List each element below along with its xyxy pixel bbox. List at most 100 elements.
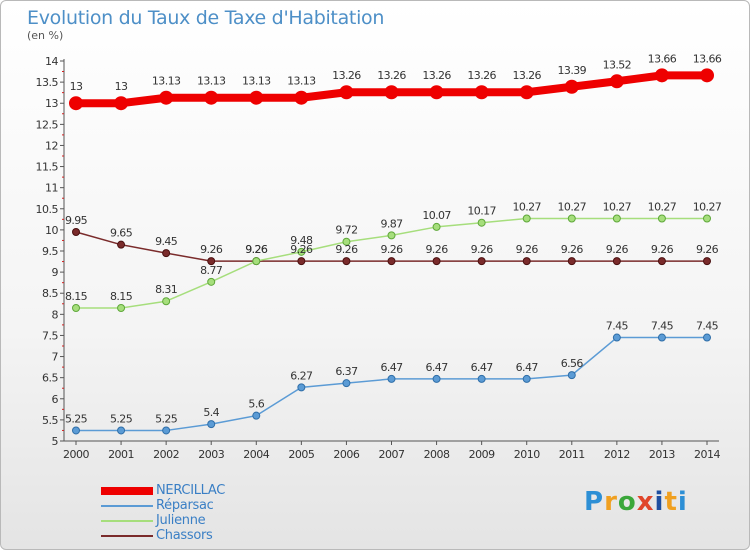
data-point bbox=[700, 68, 714, 83]
data-point bbox=[567, 371, 576, 380]
data-point bbox=[612, 257, 621, 266]
chart-unit-label: (en %) bbox=[27, 29, 64, 42]
logo-letter: i bbox=[677, 487, 688, 517]
data-label: 9.26 bbox=[516, 243, 539, 256]
data-label: 13.26 bbox=[512, 69, 541, 82]
y-tick-label: 9 bbox=[52, 266, 59, 279]
legend-label-nercillac: NERCILLAC bbox=[156, 483, 226, 498]
x-tick-label: 2009 bbox=[469, 448, 495, 461]
data-point bbox=[477, 374, 486, 383]
data-label: 13.52 bbox=[603, 58, 632, 71]
data-label: 8.15 bbox=[110, 290, 133, 303]
legend-swatch-reparsac bbox=[101, 505, 153, 507]
legend-swatch-chassors bbox=[101, 535, 153, 537]
chart-title: Evolution du Taux de Taxe d'Habitation bbox=[27, 7, 385, 29]
data-label: 13.13 bbox=[152, 75, 181, 88]
legend-item-julienne: Julienne bbox=[101, 513, 301, 528]
y-tick-label: 8.5 bbox=[42, 287, 58, 300]
data-point bbox=[387, 257, 396, 266]
data-point bbox=[252, 257, 261, 266]
data-label: 9.26 bbox=[335, 243, 358, 256]
data-label: 13.13 bbox=[287, 75, 316, 88]
data-point bbox=[522, 257, 531, 266]
data-point bbox=[567, 214, 576, 223]
data-label: 5.25 bbox=[155, 412, 178, 425]
data-point bbox=[657, 333, 666, 342]
data-point bbox=[162, 297, 171, 306]
legend-swatch-nercillac bbox=[101, 487, 153, 495]
data-point bbox=[432, 222, 441, 231]
data-label: 13 bbox=[70, 80, 83, 93]
data-point bbox=[384, 85, 399, 100]
y-tick-label: 9.5 bbox=[42, 245, 58, 258]
x-tick-label: 2012 bbox=[604, 448, 630, 461]
data-label: 13.26 bbox=[467, 69, 496, 82]
x-tick-label: 2006 bbox=[333, 448, 359, 461]
data-label: 9.65 bbox=[110, 227, 133, 240]
data-point bbox=[297, 247, 306, 256]
y-tick-label: 14 bbox=[45, 55, 58, 68]
y-tick-label: 5.5 bbox=[42, 414, 58, 427]
data-label: 9.26 bbox=[200, 243, 223, 256]
data-point bbox=[162, 426, 171, 435]
data-point bbox=[342, 379, 351, 388]
data-point bbox=[297, 383, 306, 392]
data-label: 9.45 bbox=[155, 235, 178, 248]
data-label: 5.25 bbox=[65, 412, 88, 425]
x-tick-label: 2001 bbox=[108, 448, 134, 461]
data-label: 13.39 bbox=[558, 64, 587, 77]
x-tick-label: 2014 bbox=[694, 448, 720, 461]
data-point bbox=[522, 214, 531, 223]
data-point bbox=[657, 214, 666, 223]
data-point bbox=[474, 85, 489, 100]
logo-letter: t bbox=[664, 487, 678, 517]
data-label: 9.72 bbox=[335, 224, 357, 237]
data-label: 10.07 bbox=[422, 209, 451, 222]
y-tick-label: 6 bbox=[52, 393, 59, 406]
data-label: 9.26 bbox=[606, 243, 629, 256]
data-point bbox=[387, 231, 396, 240]
data-point bbox=[387, 374, 396, 383]
data-point bbox=[609, 74, 624, 89]
legend-item-reparsac: Réparsac bbox=[101, 498, 301, 513]
data-label: 10.27 bbox=[603, 200, 632, 213]
data-label: 6.27 bbox=[290, 369, 313, 382]
data-point bbox=[72, 228, 80, 236]
data-label: 13.66 bbox=[693, 52, 722, 65]
data-point bbox=[703, 333, 711, 342]
y-tick-label: 6.5 bbox=[42, 372, 58, 385]
data-label: 6.47 bbox=[516, 361, 539, 374]
data-point bbox=[72, 426, 80, 435]
data-point bbox=[117, 240, 126, 249]
y-tick-label: 7 bbox=[52, 351, 59, 364]
data-point bbox=[567, 257, 576, 266]
data-label: 9.26 bbox=[245, 243, 268, 256]
y-tick-label: 13.5 bbox=[36, 76, 59, 89]
legend: NERCILLAC Réparsac Julienne Chassors bbox=[101, 483, 301, 543]
data-point bbox=[207, 420, 216, 429]
data-label: 8.31 bbox=[155, 283, 177, 296]
data-point bbox=[69, 96, 83, 111]
data-label: 8.15 bbox=[65, 290, 88, 303]
data-label: 10.27 bbox=[558, 200, 587, 213]
legend-label-reparsac: Réparsac bbox=[156, 498, 214, 513]
data-label: 9.48 bbox=[290, 234, 313, 247]
data-point bbox=[342, 257, 351, 266]
data-label: 6.47 bbox=[471, 361, 494, 374]
legend-item-chassors: Chassors bbox=[101, 528, 301, 543]
proxiti-logo: Proxiti bbox=[584, 487, 688, 517]
data-label: 9.26 bbox=[696, 243, 719, 256]
data-label: 7.45 bbox=[651, 320, 674, 333]
data-point bbox=[207, 257, 216, 266]
data-label: 9.26 bbox=[426, 243, 449, 256]
data-point bbox=[117, 304, 126, 312]
data-point bbox=[297, 257, 306, 266]
data-point bbox=[612, 333, 621, 342]
data-point bbox=[703, 257, 711, 266]
logo-letter: P bbox=[584, 487, 605, 517]
data-label: 10.27 bbox=[512, 200, 541, 213]
data-label: 6.56 bbox=[561, 357, 584, 370]
y-tick-label: 8 bbox=[52, 308, 59, 321]
data-point bbox=[342, 237, 351, 246]
